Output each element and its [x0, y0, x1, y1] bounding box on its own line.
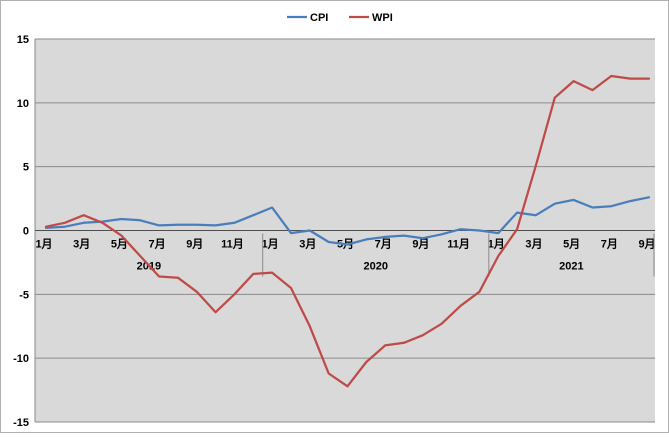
y-axis-tick-labels: 15 10 5 0 -5 -10 -15	[13, 34, 29, 429]
x-axis: 1月 3月 5月 7月 9月 11月 1月 3月 5月 7月 9月 11月 1月 3月 5月 7月 9月2019…	[34, 230, 656, 277]
legend-label: WPI	[372, 12, 393, 24]
x-tick-label: 9月	[412, 238, 429, 251]
series-line-wpi	[44, 74, 651, 388]
x-tick-label: 3月	[73, 238, 90, 251]
x-tick-label: 3月	[299, 238, 316, 251]
x-tick-label: 3月	[525, 238, 542, 251]
series-lines	[44, 74, 651, 388]
x-tick-label: 7月	[601, 238, 618, 251]
legend: CPI WPI	[287, 12, 393, 24]
x-tick-label: 1月	[262, 238, 279, 251]
y-tick-label: 5	[23, 162, 29, 174]
y-tick-label: -15	[13, 417, 29, 429]
y-tick-label: 15	[17, 34, 29, 46]
legend-label: CPI	[310, 12, 328, 24]
x-tick-label: 5月	[111, 238, 128, 251]
y-tick-label: -10	[13, 353, 29, 365]
x-tick-label: 9月	[638, 238, 655, 251]
y-tick-label: 10	[17, 98, 29, 110]
x-tick-label: 9月	[186, 238, 203, 251]
x-tick-label: 11月	[447, 238, 470, 251]
x-tick-label: 1月	[488, 238, 505, 251]
y-tick-label: 0	[23, 226, 29, 238]
year-label: 2020	[364, 261, 388, 273]
series-line-cpi	[44, 196, 651, 246]
x-tick-label: 11月	[221, 238, 244, 251]
x-tick-label: 1月	[35, 238, 52, 251]
x-tick-label: 5月	[563, 238, 580, 251]
year-label: 2021	[559, 261, 583, 273]
x-tick-label: 7月	[375, 238, 392, 251]
y-tick-label: -5	[19, 289, 29, 301]
x-tick-label: 7月	[149, 238, 166, 251]
